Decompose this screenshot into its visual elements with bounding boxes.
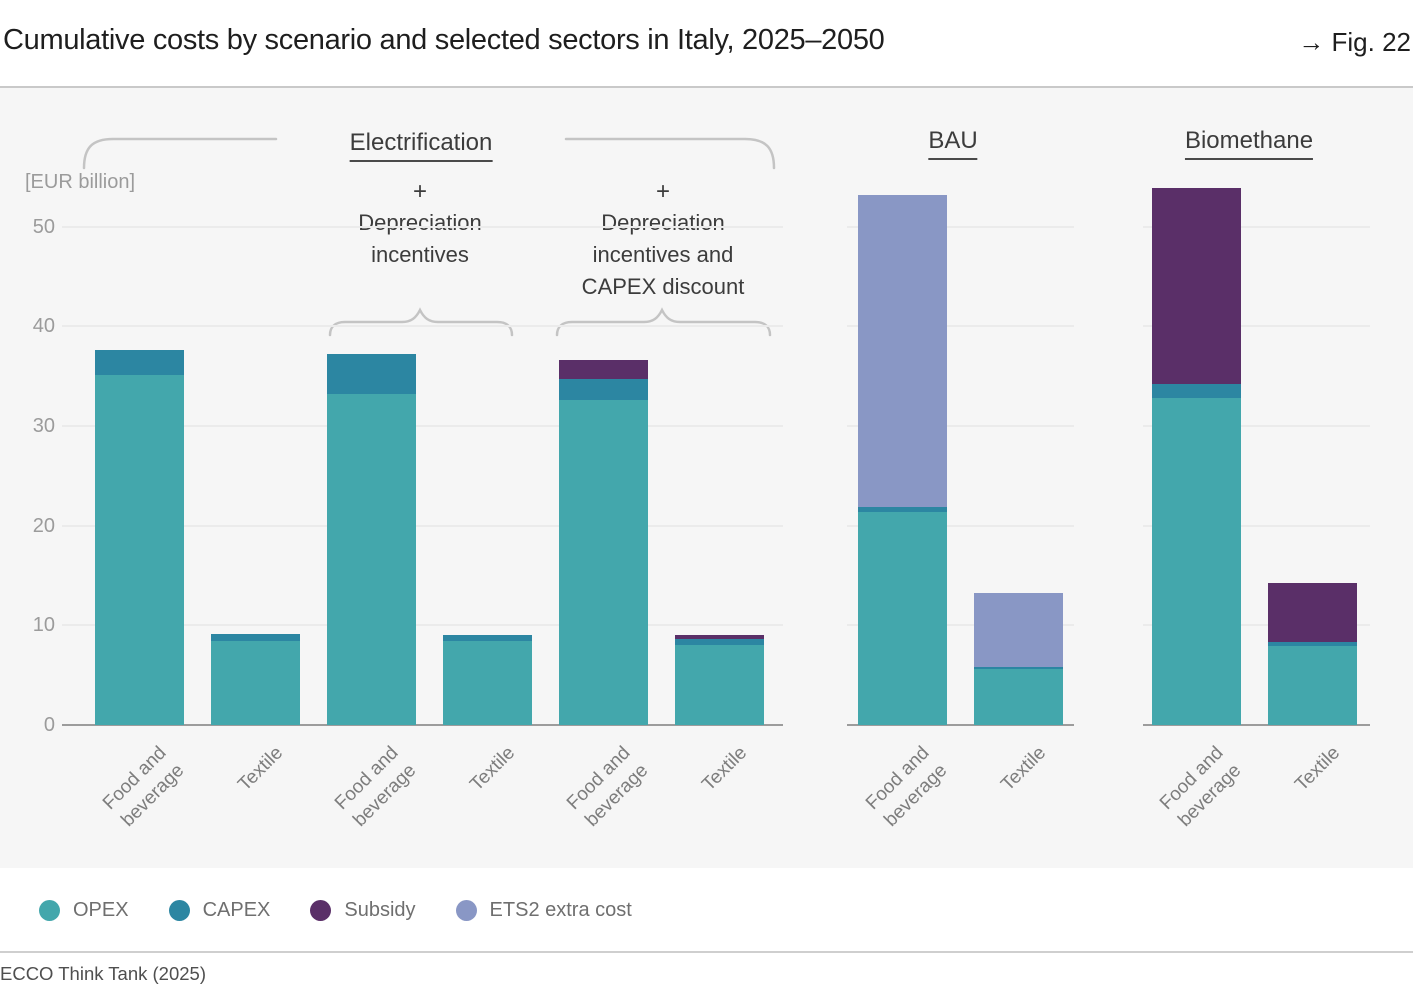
legend-item-opex: OPEX <box>39 899 129 922</box>
legend-item-capex: CAPEX <box>168 899 270 922</box>
legend-item-subsidy: Subsidy <box>310 899 416 922</box>
plus-sign: + <box>655 178 671 205</box>
scenario-label-bau: BAU <box>928 127 978 160</box>
page-title: Cumulative costs by scenario and selecte… <box>3 24 885 56</box>
subsidy-swatch-icon <box>310 899 332 921</box>
source-credit: ECCO Think Tank (2025) <box>0 963 206 984</box>
opex-swatch-icon <box>39 899 60 921</box>
scenario-label-dep-capex: + Depreciation incentives and CAPEX disc… <box>581 178 745 299</box>
header-divider <box>0 86 1413 88</box>
plus-sign: + <box>412 178 428 205</box>
scenario-label-dep-incentives: + Depreciation incentives <box>358 178 482 267</box>
legend-item-ets2: ETS2 extra cost <box>455 899 632 922</box>
figure-reference: → Fig. 22 <box>1298 27 1411 57</box>
y-axis-unit-label: [EUR billion] <box>25 171 136 193</box>
capex-swatch-icon <box>168 899 190 921</box>
scenario-label-biomethane: Biomethane <box>1184 127 1314 160</box>
scenario-label-electrification: Electrification <box>349 129 493 162</box>
footer-divider <box>0 951 1413 953</box>
ets2-swatch-icon <box>455 899 477 921</box>
legend: OPEX CAPEX Subsidy ETS2 extra cost <box>39 898 632 922</box>
